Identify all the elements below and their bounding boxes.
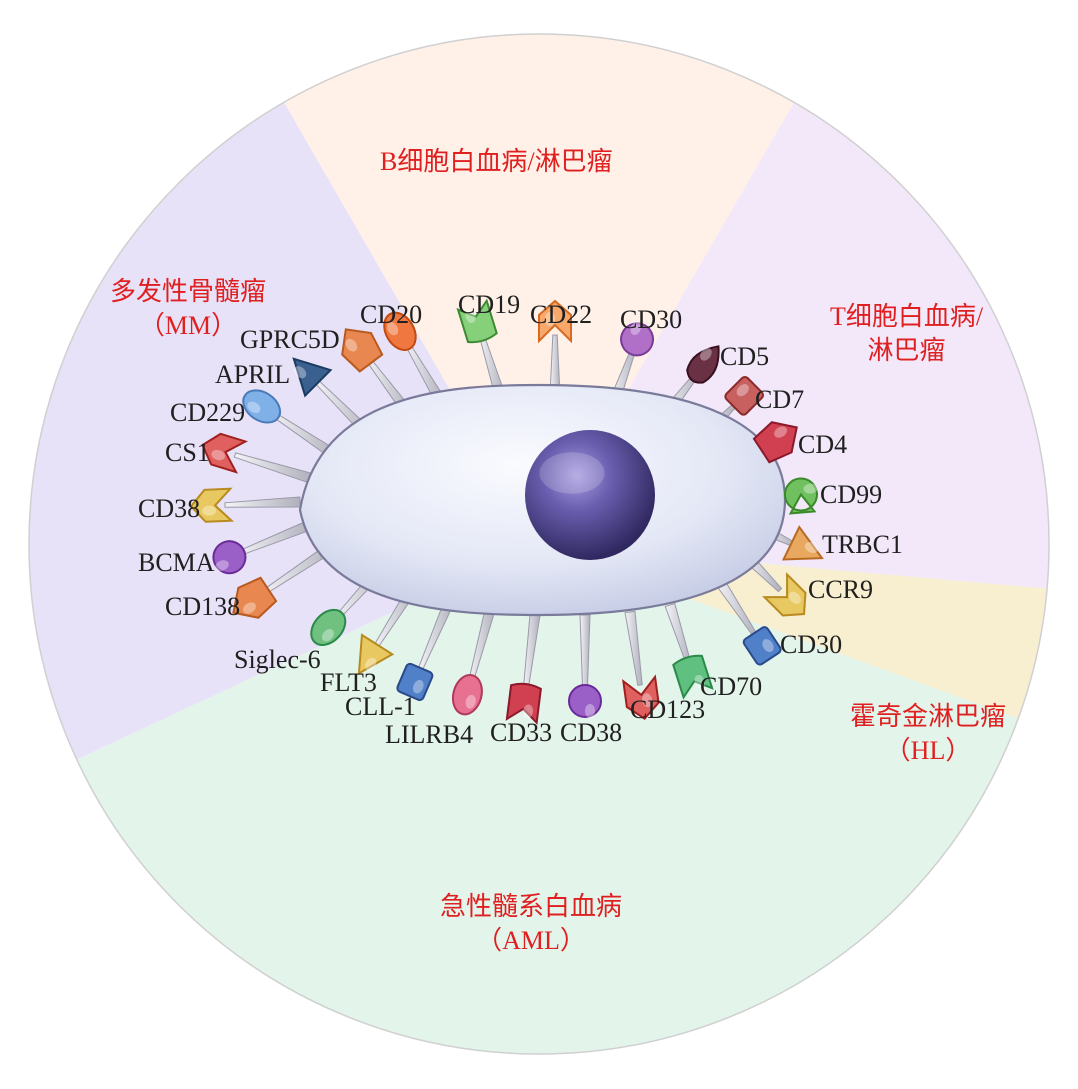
- marker-label-cd5: CD5: [720, 342, 769, 372]
- marker-label-cd19: CD19: [458, 290, 520, 320]
- sector-label-b-cell: B细胞白血病/淋巴瘤: [380, 145, 613, 179]
- marker-label-flt3: FLT3: [320, 668, 377, 698]
- marker-label-cd30: CD30: [620, 305, 682, 335]
- marker-label-cd229: CD229: [170, 398, 245, 428]
- sector-label-aml: 急性髓系白血病 （AML）: [440, 890, 622, 958]
- diagram-stage: 金球肿瘤 资讯: [0, 0, 1078, 1089]
- cell-nucleus: [525, 430, 655, 560]
- sector-label-hl: 霍奇金淋巴瘤 （HL）: [850, 700, 1006, 768]
- marker-label-cd123: CD123: [630, 695, 705, 725]
- marker-label-cd38a: CD38: [138, 494, 200, 524]
- marker-label-cd38b: CD38: [560, 718, 622, 748]
- marker-label-lilrb4: LILRB4: [385, 720, 473, 750]
- marker-label-cd99: CD99: [820, 480, 882, 510]
- marker-label-april: APRIL: [215, 360, 290, 390]
- marker-label-cd20: CD20: [360, 300, 422, 330]
- marker-label-cd22: CD22: [530, 300, 592, 330]
- marker-label-cd33: CD33: [490, 718, 552, 748]
- marker-label-cd30hl: CD30: [780, 630, 842, 660]
- cell-body: [300, 385, 785, 615]
- marker-label-cs1: CS1: [165, 438, 210, 468]
- marker-label-cd70: CD70: [700, 672, 762, 702]
- marker-label-cd138: CD138: [165, 592, 240, 622]
- marker-label-ccr9: CCR9: [808, 575, 873, 605]
- marker-cd38b: [569, 685, 601, 718]
- marker-label-trbc1: TRBC1: [822, 530, 903, 560]
- marker-label-cd4: CD4: [798, 430, 847, 460]
- marker-label-siglec6: Siglec-6: [234, 645, 321, 675]
- marker-label-cd7: CD7: [755, 385, 804, 415]
- marker-label-gprc5d: GPRC5D: [240, 325, 340, 355]
- marker-label-bcma: BCMA: [138, 548, 215, 578]
- sector-label-t-cell: T细胞白血病/ 淋巴瘤: [830, 300, 983, 368]
